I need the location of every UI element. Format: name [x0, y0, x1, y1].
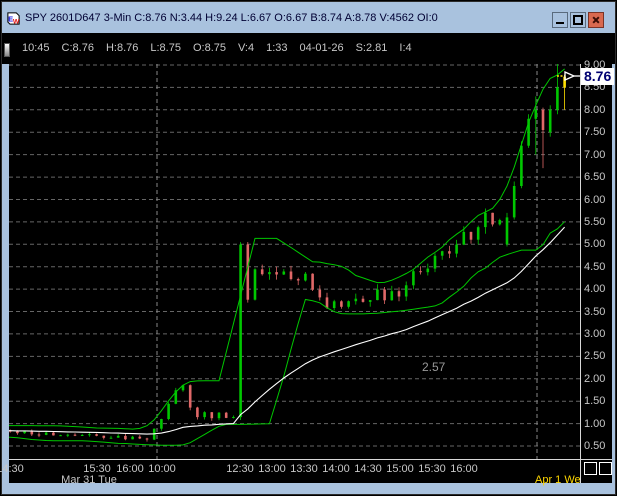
svg-text:W: W — [13, 18, 20, 25]
